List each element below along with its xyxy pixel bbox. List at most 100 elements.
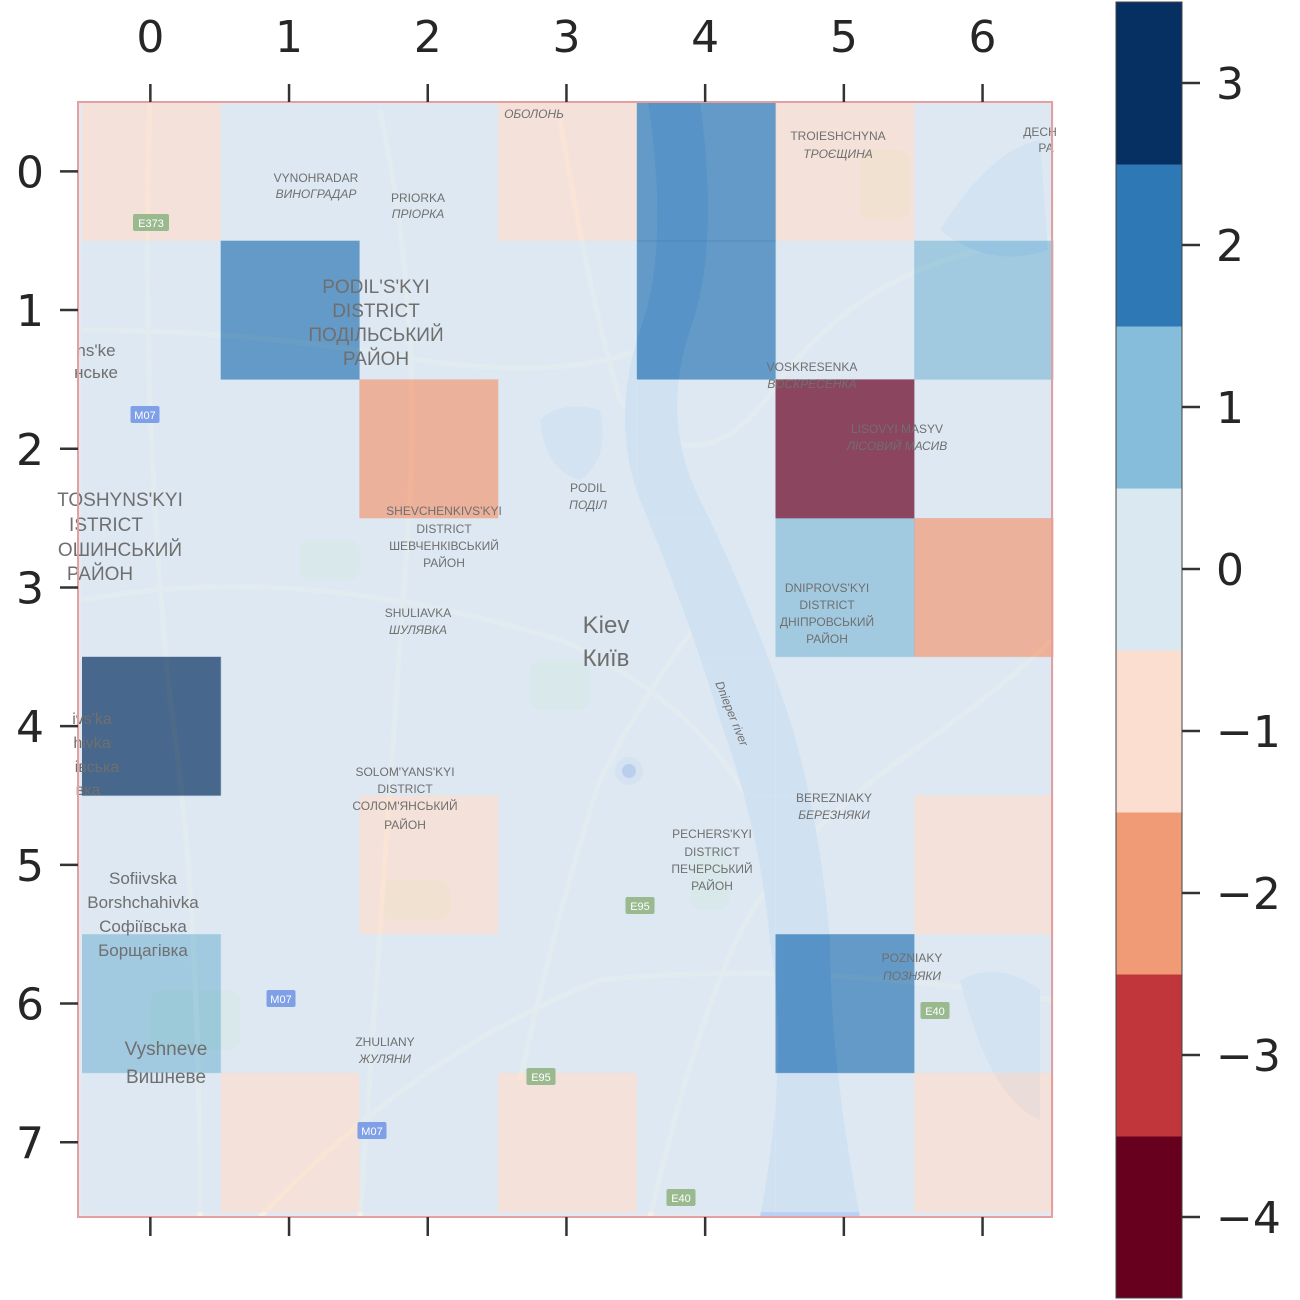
colorbar-segment [1116,1136,1182,1299]
map-label: PRIORKA [391,191,445,205]
map-label: Sofiivska [109,869,178,888]
heatmap-cell [636,379,777,519]
map-label: hivka [73,735,110,752]
map-label: Борщагівка [98,941,188,960]
heatmap-cell [220,795,360,935]
map-label: ivs'ka [72,711,112,728]
heatmap-cell [775,518,915,658]
map-label: DISTRICT [684,845,740,859]
heatmap-cell [498,240,638,380]
heatmap-cell [498,379,638,519]
map-label: Borshchahivka [87,893,199,912]
y-tick-label: 3 [16,563,44,614]
colorbar-tick-label: −2 [1216,869,1281,920]
map-label: PECHERS'KYI [672,827,752,841]
colorbar-segment [1116,974,1182,1137]
x-tick-label: 3 [552,12,580,63]
road-shield-label: M07 [361,1126,382,1138]
road-shield-label: E95 [531,1072,551,1084]
y-tick-label: 1 [16,286,44,337]
road-shield-icon [526,1068,556,1085]
colorbar-tick-label: −1 [1216,707,1281,758]
heatmap-cell [220,240,360,380]
heatmap-cell [914,1072,1054,1213]
map-label: ШУЛЯВКА [389,623,447,637]
map-label: РАЙОН [423,555,465,570]
colorbar-tick-label: −4 [1216,1193,1281,1244]
heatmap-cell [220,102,360,242]
x-tick-label: 6 [969,12,997,63]
y-tick-label: 4 [16,702,44,753]
heatmap-cell [914,518,1054,658]
heatmap-cell [498,1072,638,1213]
map-label: РАЙОН [67,563,133,585]
heatmap-cell [82,240,222,380]
heatmap-cell [914,379,1054,519]
map-label: РАЙОН [384,817,426,832]
road-shield-icon [625,897,655,914]
map-label: TROIESHCHYNA [790,129,885,143]
colorbar: 3 2 1 0 −1 −2 −3 −4 [1115,1,1281,1299]
colorbar-tick-label: 1 [1216,383,1244,434]
heatmap-cell [359,656,499,797]
heatmap-cell [636,240,777,380]
heatmap-cell [359,518,499,658]
y-tick-label: 5 [16,841,44,892]
map-label: ПРІОРКА [392,207,444,221]
map-label: ISTRICT [69,515,143,536]
heatmap-cell [498,518,638,658]
heatmap-cell [498,102,638,242]
map-label: SHEVCHENKIVS'KYI [386,504,502,518]
map-label: ZHULIANY [355,1035,414,1049]
colorbar-tick-label: 0 [1216,545,1244,596]
road-shield-icon [666,1189,696,1206]
map-label: SHULIAVKA [385,606,451,620]
map-label: ДНІПРОВСЬКИЙ [780,614,874,629]
map-label: вка [76,782,101,799]
y-tick-label: 7 [16,1118,44,1169]
plot-frame [77,101,1053,1218]
x-tick-label: 5 [830,12,858,63]
x-tick-label: 4 [691,12,719,63]
heatmap-cell [359,240,499,380]
road-shield-icon [266,990,296,1007]
heatmap-cell [636,518,777,658]
heatmap-cell [775,240,915,380]
map-label: ПОЗНЯКИ [883,969,941,983]
map-label: DNIPROVS'KYI [785,581,869,595]
heatmap-cell [636,656,777,797]
heatmap-cell [636,102,777,242]
map-label: ВИНОГРАДАР [276,187,357,201]
heatmap-cell [914,102,1054,242]
heatmap-cell [220,379,360,519]
map-label: РАЙОН [343,348,409,370]
heatmap-cell [498,656,638,797]
heatmap-cell [775,102,915,242]
colorbar-tick-label: −3 [1216,1031,1281,1082]
map-label: ТРОЄЩИНА [803,147,873,161]
map-label: ЖУЛЯНИ [358,1052,411,1066]
map-label: POZNIAKY [882,951,943,965]
road-shield-icon [357,1122,387,1139]
heatmap-cell [220,1072,360,1213]
map-label: DISTRICT [377,782,433,796]
map-label: СОЛОМ'ЯНСЬКИЙ [352,798,457,813]
map-label: PODIL [570,481,606,495]
heatmap-cell [359,795,499,935]
heatmap-cell [359,379,499,519]
y-tick-label: 6 [16,980,44,1031]
heatmap-cell [914,795,1054,935]
heatmap-cell [82,518,222,658]
map-label: ВОСКРЕСЕНКА [767,377,856,391]
heatmap-cell [82,1072,222,1213]
road-shield-label: E95 [630,901,650,913]
axes: 0 1 2 3 4 5 6 0 1 2 3 4 5 6 7 [16,12,997,1236]
map-label: БЕРЕЗНЯКИ [798,808,870,822]
map-label: ОШИНСЬКИЙ [58,539,182,561]
heatmap-cell [82,656,222,797]
colorbar-segment [1116,326,1182,489]
heatmap-cell [914,656,1054,797]
heatmap-cell [636,1072,777,1213]
heatmap-cell [775,656,915,797]
map-label: SOLOM'YANS'KYI [355,765,454,779]
